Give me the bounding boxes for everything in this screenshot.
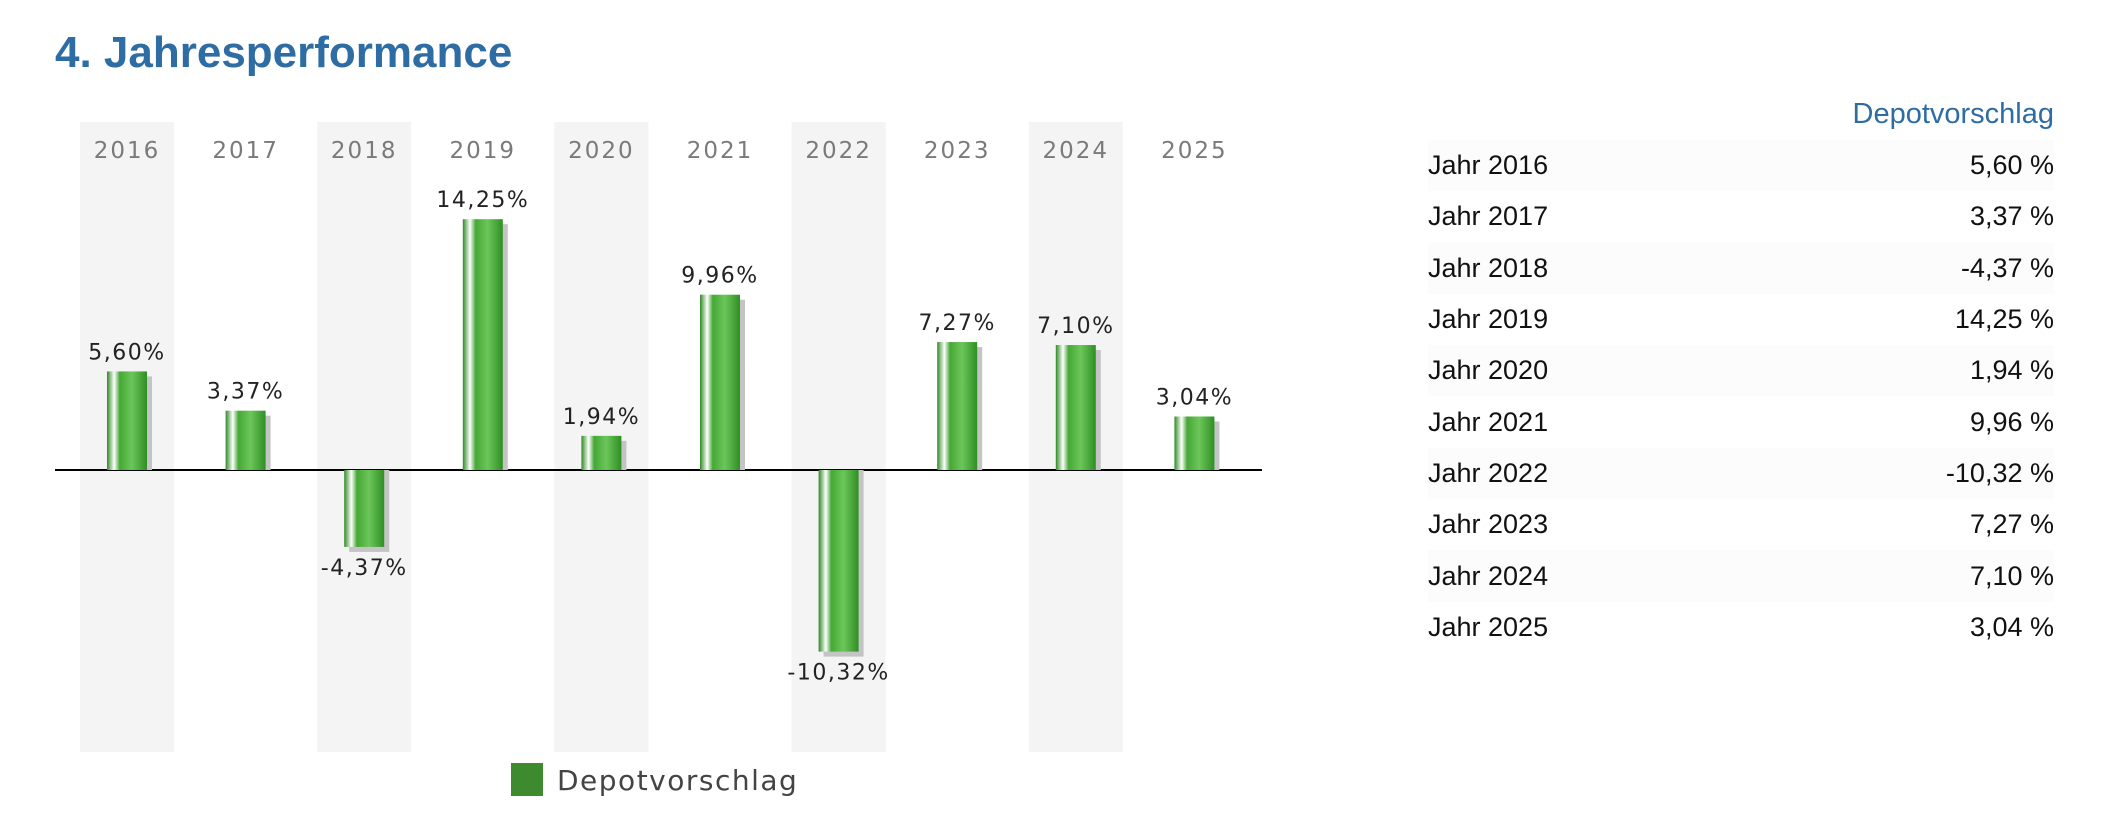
row-year: Jahr 2019 — [1428, 304, 1549, 335]
table-row: Jahr 2021 9,96 % — [1428, 396, 2054, 447]
table-rows: Jahr 2016 5,60 % Jahr 2017 3,37 % Jahr 2018 -… — [1428, 140, 2054, 653]
legend-swatch — [511, 763, 543, 796]
table-row: Jahr 2016 5,60 % — [1428, 140, 2054, 192]
row-year: Jahr 2025 — [1428, 611, 1549, 642]
row-year: Jahr 2018 — [1428, 252, 1549, 283]
data-label: -10,32% — [787, 661, 889, 686]
year-label: 2021 — [687, 138, 754, 164]
year-label: 2022 — [805, 138, 872, 164]
bar — [225, 410, 266, 470]
data-label: 9,96% — [681, 264, 758, 289]
annual-performance-chart: 2016 2017 2018 2019 2020 2021 2022 2023 2024 2025… — [55, 122, 1262, 797]
table-header: Depotvorschlag — [1852, 98, 2055, 130]
column-band — [791, 122, 886, 752]
data-label: 7,10% — [1037, 314, 1114, 339]
data-label: 3,37% — [207, 380, 284, 405]
section-title: 4. Jahresperformance — [55, 28, 513, 77]
bar — [344, 470, 385, 547]
chart-legend: Depotvorschlag — [511, 763, 798, 797]
table-row: Jahr 2025 3,04 % — [1428, 602, 2054, 653]
data-label: 3,04% — [1156, 385, 1233, 410]
year-labels: 2016 2017 2018 2019 2020 2021 2022 2023 2024 2025 — [94, 138, 1228, 164]
year-label: 2017 — [212, 138, 279, 164]
row-year: Jahr 2021 — [1428, 406, 1549, 437]
table-row: Jahr 2024 7,10 % — [1428, 550, 2054, 602]
legend-label: Depotvorschlag — [557, 764, 798, 797]
bar — [818, 470, 859, 652]
row-year: Jahr 2017 — [1428, 201, 1549, 232]
data-label: -4,37% — [321, 556, 408, 581]
bar — [581, 435, 622, 470]
bar — [107, 371, 147, 470]
year-label: 2024 — [1043, 138, 1110, 164]
table-row: Jahr 2020 1,94 % — [1428, 345, 2054, 397]
bar — [1174, 416, 1215, 470]
year-label: 2023 — [924, 138, 991, 164]
table-row: Jahr 2018 -4,37 % — [1428, 242, 2054, 294]
row-value: 7,10 % — [1969, 560, 2054, 591]
row-value: 7,27 % — [1969, 509, 2054, 540]
year-label: 2018 — [331, 138, 398, 164]
bars — [107, 219, 1220, 657]
row-value: 9,96 % — [1969, 406, 2054, 437]
performance-table: Depotvorschlag Jahr 2016 5,60 % Jahr 2017 3… — [1428, 92, 2054, 653]
row-value: -4,37 % — [1960, 252, 2054, 283]
data-label: 5,60% — [88, 340, 165, 365]
row-value: 3,37 % — [1969, 201, 2054, 232]
bar — [1055, 345, 1096, 470]
data-label: 7,27% — [919, 311, 996, 336]
year-label: 2016 — [94, 138, 161, 164]
row-year: Jahr 2024 — [1428, 560, 1549, 591]
row-value: 3,04 % — [1969, 611, 2054, 642]
bar — [462, 219, 503, 470]
column-band — [317, 122, 412, 752]
value-labels: 5,60% 3,37% -4,37% 14,25% 1,94% 9,96% -10,32% 7… — [88, 188, 1233, 686]
table-row: Jahr 2022 -10,32 % — [1428, 447, 2054, 500]
bar — [700, 294, 740, 470]
row-year: Jahr 2020 — [1428, 355, 1549, 386]
row-year: Jahr 2016 — [1428, 150, 1549, 181]
year-label: 2020 — [568, 138, 635, 164]
row-value: 5,60 % — [1969, 150, 2054, 181]
year-label: 2025 — [1161, 138, 1228, 164]
row-year: Jahr 2022 — [1428, 457, 1549, 488]
table-row: Jahr 2017 3,37 % — [1428, 191, 2054, 242]
row-value: 1,94 % — [1969, 355, 2054, 386]
data-label: 1,94% — [563, 405, 640, 430]
table-row: Jahr 2023 7,27 % — [1428, 499, 2054, 550]
bar — [937, 342, 978, 470]
table-row: Jahr 2019 14,25 % — [1428, 294, 2054, 345]
row-year: Jahr 2023 — [1428, 509, 1549, 540]
row-value: -10,32 % — [1945, 457, 2054, 488]
year-label: 2019 — [450, 138, 517, 164]
data-label: 14,25% — [436, 188, 529, 213]
row-value: 14,25 % — [1954, 304, 2054, 335]
